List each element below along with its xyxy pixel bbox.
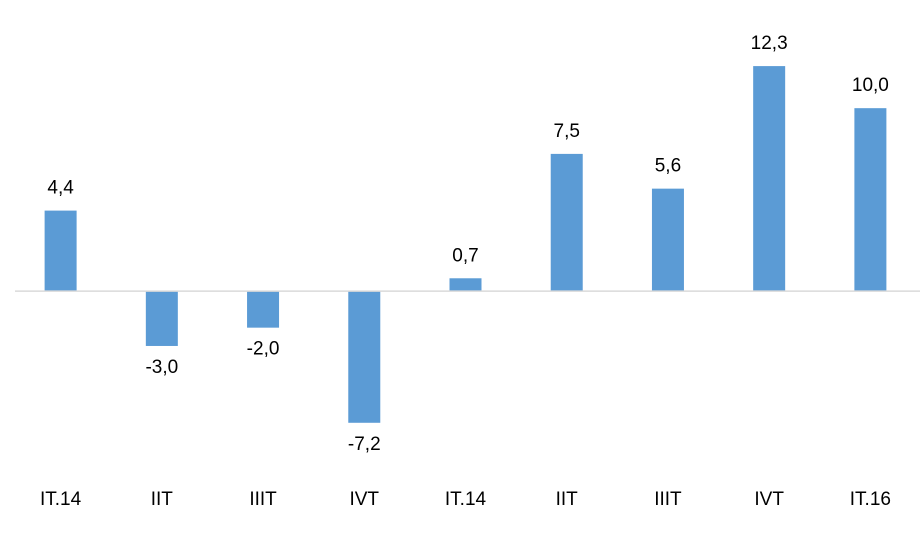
data-label: -3,0 <box>145 357 178 378</box>
data-label: 10,0 <box>852 75 889 96</box>
x-tick-label: IT.14 <box>40 489 82 510</box>
data-label: -2,0 <box>247 339 280 360</box>
x-tick-label: IIT <box>151 489 174 510</box>
bar <box>651 188 684 292</box>
bar <box>449 278 482 292</box>
bar <box>145 291 178 346</box>
data-label: 4,4 <box>47 178 74 199</box>
x-tick-label: IVT <box>754 489 784 510</box>
data-label: 5,6 <box>655 156 681 177</box>
x-tick-label: IT.14 <box>445 489 487 510</box>
bar <box>247 291 280 328</box>
x-tick-label: IIT <box>556 489 579 510</box>
bar <box>348 291 381 423</box>
bar <box>550 153 583 292</box>
bar <box>753 66 786 292</box>
data-label: 12,3 <box>751 33 788 54</box>
data-label: -7,2 <box>348 434 381 455</box>
data-label: 7,5 <box>554 121 580 142</box>
x-tick-label: IIIT <box>654 489 682 510</box>
x-tick-label: IIIT <box>249 489 277 510</box>
x-tick-label: IT.16 <box>850 489 891 510</box>
data-label: 0,7 <box>452 245 478 266</box>
bar <box>854 108 887 292</box>
bar <box>44 210 77 292</box>
x-tick-label: IVT <box>349 489 379 510</box>
